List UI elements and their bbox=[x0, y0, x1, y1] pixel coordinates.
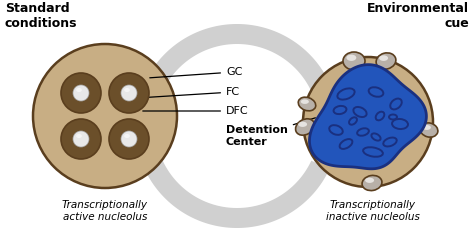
Ellipse shape bbox=[298, 97, 316, 111]
Ellipse shape bbox=[383, 138, 397, 146]
Ellipse shape bbox=[354, 107, 366, 117]
Ellipse shape bbox=[343, 52, 365, 70]
Ellipse shape bbox=[390, 99, 402, 109]
Ellipse shape bbox=[362, 175, 382, 191]
Polygon shape bbox=[312, 87, 332, 112]
Ellipse shape bbox=[346, 55, 356, 61]
Circle shape bbox=[61, 73, 101, 113]
Ellipse shape bbox=[357, 128, 369, 136]
Ellipse shape bbox=[339, 139, 352, 149]
Circle shape bbox=[73, 85, 89, 101]
Text: GC: GC bbox=[150, 67, 242, 78]
Ellipse shape bbox=[124, 134, 130, 138]
Ellipse shape bbox=[349, 117, 357, 125]
Circle shape bbox=[121, 85, 137, 101]
Circle shape bbox=[33, 44, 177, 188]
Ellipse shape bbox=[376, 112, 384, 120]
Polygon shape bbox=[145, 161, 329, 228]
Polygon shape bbox=[310, 65, 427, 169]
Ellipse shape bbox=[301, 99, 309, 104]
Ellipse shape bbox=[329, 125, 343, 135]
Text: Environmental
cue: Environmental cue bbox=[367, 2, 469, 30]
Ellipse shape bbox=[296, 119, 314, 135]
Text: Transcriptionally
active nucleolus: Transcriptionally active nucleolus bbox=[62, 200, 148, 222]
Ellipse shape bbox=[376, 53, 396, 69]
Ellipse shape bbox=[76, 88, 82, 92]
Polygon shape bbox=[145, 24, 329, 91]
Circle shape bbox=[109, 73, 149, 113]
Ellipse shape bbox=[423, 125, 431, 130]
Circle shape bbox=[73, 131, 89, 147]
Ellipse shape bbox=[76, 134, 82, 138]
Ellipse shape bbox=[369, 87, 383, 97]
Circle shape bbox=[303, 57, 433, 187]
Circle shape bbox=[109, 119, 149, 159]
Ellipse shape bbox=[365, 178, 374, 183]
Text: Detention
Center: Detention Center bbox=[226, 118, 315, 147]
Ellipse shape bbox=[392, 119, 408, 129]
Circle shape bbox=[61, 119, 101, 159]
Text: Standard
conditions: Standard conditions bbox=[5, 2, 78, 30]
Circle shape bbox=[121, 131, 137, 147]
Polygon shape bbox=[142, 140, 162, 165]
Text: Transcriptionally
inactive nucleolus: Transcriptionally inactive nucleolus bbox=[326, 200, 420, 222]
Ellipse shape bbox=[334, 106, 346, 114]
Ellipse shape bbox=[389, 114, 397, 120]
Ellipse shape bbox=[379, 55, 388, 61]
Ellipse shape bbox=[298, 122, 307, 127]
Ellipse shape bbox=[420, 123, 438, 137]
Ellipse shape bbox=[372, 133, 381, 141]
Ellipse shape bbox=[337, 88, 355, 100]
Ellipse shape bbox=[363, 147, 383, 157]
Text: FC: FC bbox=[140, 87, 240, 98]
Ellipse shape bbox=[124, 88, 130, 92]
Text: DFC: DFC bbox=[143, 106, 249, 116]
